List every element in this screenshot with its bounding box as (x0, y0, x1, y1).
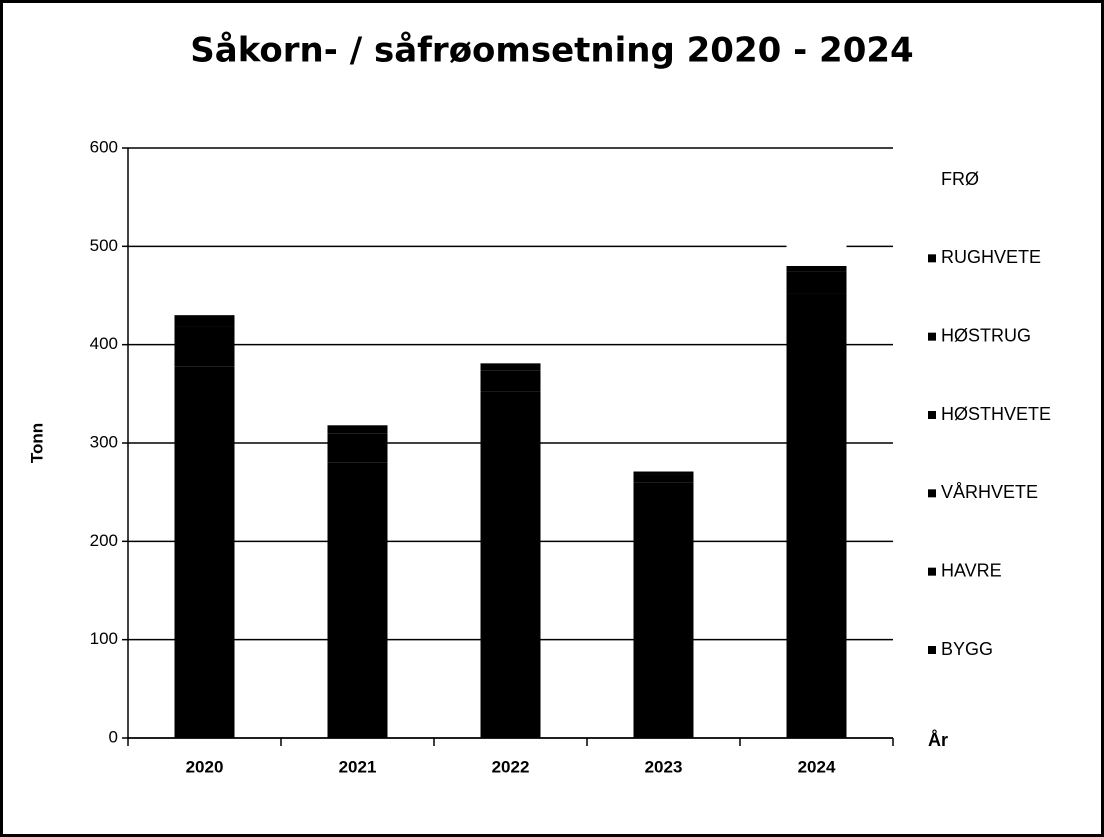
legend-marker (928, 646, 936, 654)
bar-segment (327, 425, 388, 434)
legend-label: FRØ (941, 169, 979, 189)
bar-segment (786, 293, 847, 738)
y-tick-label: 600 (90, 137, 118, 156)
legend-marker (928, 489, 936, 498)
bar-segment (633, 474, 694, 483)
y-axis-title: Tonn (27, 423, 46, 463)
bar-segment (174, 326, 235, 367)
bar-segment (174, 315, 235, 327)
legend-label: RUGHVETE (941, 247, 1041, 267)
legend-label: HØSTHVETE (941, 404, 1051, 424)
bar-segment (327, 462, 388, 738)
bar-segment (633, 482, 694, 738)
x-tick-label: 2022 (492, 757, 530, 776)
bar-segment (786, 244, 847, 266)
y-tick-label: 200 (90, 531, 118, 550)
y-tick-label: 0 (109, 727, 118, 746)
legend-marker (928, 176, 936, 184)
bar-segment (327, 433, 388, 463)
x-axis-title: År (928, 730, 948, 750)
x-tick-label: 2020 (186, 757, 224, 776)
y-tick-label: 100 (90, 629, 118, 648)
legend-label: HAVRE (941, 560, 1002, 580)
legend-marker (928, 411, 936, 419)
legend-marker (928, 254, 936, 263)
y-tick-label: 400 (90, 334, 118, 353)
x-tick-label: 2023 (645, 757, 683, 776)
legend-label: HØSTRUG (941, 325, 1031, 345)
legend-marker (928, 332, 936, 341)
bar-segment (480, 391, 541, 738)
bar-segment (633, 471, 694, 475)
bar-segment (174, 366, 235, 738)
x-tick-label: 2021 (339, 757, 377, 776)
bar-segment (786, 266, 847, 272)
y-tick-label: 300 (90, 432, 118, 451)
x-tick-label: 2024 (798, 757, 836, 776)
bar-segment (480, 363, 541, 371)
legend-marker (928, 567, 936, 576)
chart-title: Såkorn- / såfrøomsetning 2020 - 2024 (190, 31, 913, 71)
y-tick-label: 500 (90, 236, 118, 255)
legend-label: VÅRHVETE (941, 482, 1038, 502)
bar-segment (480, 370, 541, 392)
bar-segment (786, 271, 847, 294)
legend-label: BYGG (941, 639, 993, 659)
